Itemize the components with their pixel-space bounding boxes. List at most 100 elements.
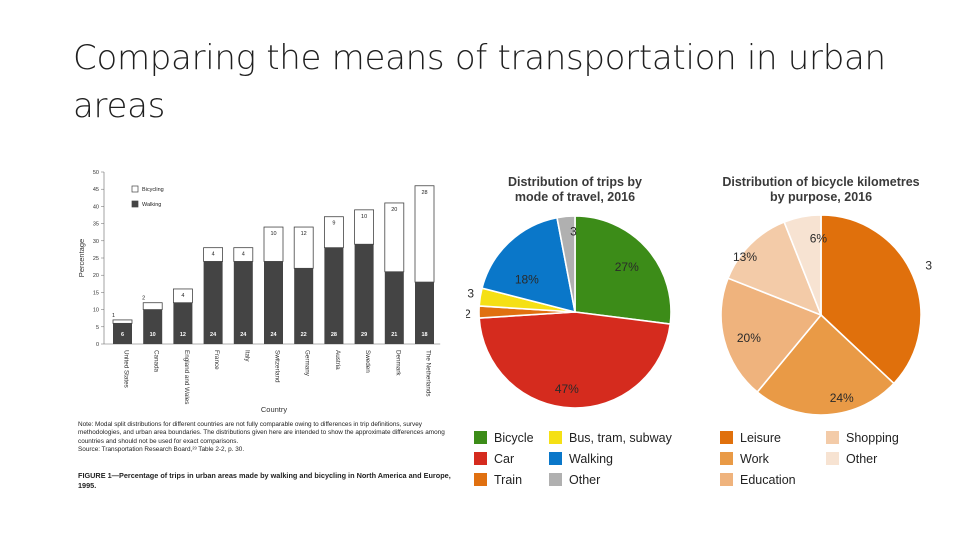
pie-label-leisure: 37%	[925, 258, 932, 272]
bar-walking-canada	[143, 309, 163, 344]
bar-walking-united-states	[113, 323, 132, 344]
data-label-walking: 24	[240, 332, 247, 338]
x-tick-label-denmark: Denmark	[394, 350, 401, 376]
bar-bicycling-germany	[293, 226, 314, 269]
y-tick-label: 35	[93, 222, 99, 228]
legend-label: Other	[569, 472, 601, 487]
x-axis-label: Country	[261, 405, 288, 414]
legend-swatch	[720, 473, 733, 486]
pie-label-car: 47%	[555, 382, 579, 396]
note-text: Note: Modal split distributions for diff…	[78, 421, 445, 445]
legend-item-train: Train	[474, 472, 537, 487]
pie-title-line: by purpose, 2016	[770, 190, 872, 204]
data-label-walking: 29	[361, 332, 367, 338]
bar-walking-england-and-wales	[173, 302, 193, 344]
figure-caption: FIGURE 1—Percentage of trips in urban ar…	[78, 471, 451, 490]
data-label-walking: 24	[210, 332, 217, 338]
legend-item-work: Work	[720, 451, 814, 466]
bar-bicycling-canada	[142, 302, 163, 311]
data-label-walking: 24	[270, 332, 277, 338]
legend-label: Train	[494, 472, 523, 487]
x-tick-label-france: France	[213, 350, 220, 370]
data-label-walking: 28	[331, 332, 337, 338]
y-tick-label: 50	[93, 170, 99, 176]
bar-bicycling-denmark	[384, 202, 405, 273]
legend-swatch	[826, 452, 839, 465]
bar-bicycling-united-states	[112, 319, 133, 324]
y-tick-label: 40	[93, 204, 99, 210]
data-label-bicycling: 20	[391, 207, 397, 213]
legend-label: Bicycle	[494, 430, 534, 445]
pie-slice-work	[756, 313, 896, 416]
legend-swatch	[549, 431, 562, 444]
legend-swatch	[826, 431, 839, 444]
bar-walking-germany	[294, 268, 314, 344]
bar-walking-italy	[233, 261, 253, 344]
y-tick-label: 5	[96, 325, 99, 331]
y-tick-label: 15	[93, 290, 99, 296]
pie-label-other: 3	[570, 225, 577, 239]
pie-label-walking: 18%	[515, 273, 539, 287]
legend-bicycle-purpose: Leisure Work Education Shopping Other	[720, 430, 916, 487]
legend-item-car: Car	[474, 451, 537, 466]
pie-slice-shopping	[726, 220, 823, 317]
pie-label-other: 6%	[810, 231, 828, 245]
slide-title: Comparing the means of transportation in…	[73, 38, 886, 126]
y-tick-label: 20	[93, 273, 99, 279]
data-label-bicycling: 1	[112, 313, 115, 319]
y-tick-label: 30	[93, 239, 99, 245]
figure-note: Note: Modal split distributions for diff…	[78, 421, 458, 455]
bar-chart-walking-bicycling: Percentage 0 5 10 15 20 25 30 35 40 45 50 6 1 United S…	[77, 170, 441, 414]
legend-swatch	[549, 473, 562, 486]
legend-label-bicycling: Bicycling	[142, 187, 164, 193]
pie-label-work: 24%	[830, 391, 854, 405]
bar-bicycling-england-and-wales	[173, 288, 193, 304]
pie-label-bus-tram-subway: 3	[467, 286, 474, 300]
data-label-walking: 6	[121, 332, 124, 338]
pie-slice-other	[783, 214, 822, 316]
legend-label: Car	[494, 451, 515, 466]
bar-bicycling-france	[203, 247, 224, 262]
legend-swatch	[720, 431, 733, 444]
bar-bicycling-italy	[233, 247, 254, 262]
legend-item-other: Other	[826, 451, 916, 466]
legend-label: Bus, tram, subway	[569, 430, 672, 445]
pie-slice-walking	[481, 216, 577, 314]
legend-swatch	[474, 473, 487, 486]
bar-walking-the-netherlands	[415, 282, 434, 344]
y-tick-label: 45	[93, 187, 99, 193]
y-tick-label: 0	[96, 342, 99, 348]
legend-item-bicycle: Bicycle	[474, 430, 537, 445]
legend-swatch	[474, 452, 487, 465]
pie-slice-bicycle	[574, 215, 672, 325]
data-label-bicycling: 12	[301, 231, 307, 237]
y-axis-label: Percentage	[77, 239, 86, 277]
pie-title-line: mode of travel, 2016	[515, 190, 635, 204]
bar-walking-switzerland	[264, 261, 283, 344]
legend-item-walking: Walking	[549, 451, 689, 466]
x-tick-label-england-and-wales: England and Wales	[183, 350, 190, 404]
legend-swatch	[549, 452, 562, 465]
data-label-bicycling: 2	[142, 296, 145, 302]
legend-swatch-walking	[131, 200, 139, 208]
x-tick-label-austria: Austria	[334, 350, 341, 370]
pie-label-train: 2	[466, 307, 471, 321]
legend-swatch	[474, 431, 487, 444]
data-label-walking: 21	[391, 332, 397, 338]
legend-item-leisure: Leisure	[720, 430, 814, 445]
bar-bicycling-the-netherlands	[414, 185, 435, 283]
x-tick-label-sweden: Sweden	[364, 350, 371, 373]
legend-label-walking: Walking	[142, 202, 161, 208]
pie-slice-car	[478, 311, 672, 409]
pie-slice-leisure	[820, 214, 922, 385]
legend-label: Shopping	[846, 430, 899, 445]
legend-label: Leisure	[740, 430, 781, 445]
data-label-bicycling: 4	[242, 252, 245, 258]
bar-walking-austria	[324, 247, 344, 344]
data-label-walking: 22	[301, 332, 307, 338]
pie-title-line: Distribution of bicycle kilometres	[722, 175, 919, 189]
pie-slice-education	[720, 277, 823, 394]
data-label-bicycling: 28	[421, 190, 427, 196]
data-label-walking: 12	[180, 332, 186, 338]
bar-walking-sweden	[354, 244, 374, 344]
